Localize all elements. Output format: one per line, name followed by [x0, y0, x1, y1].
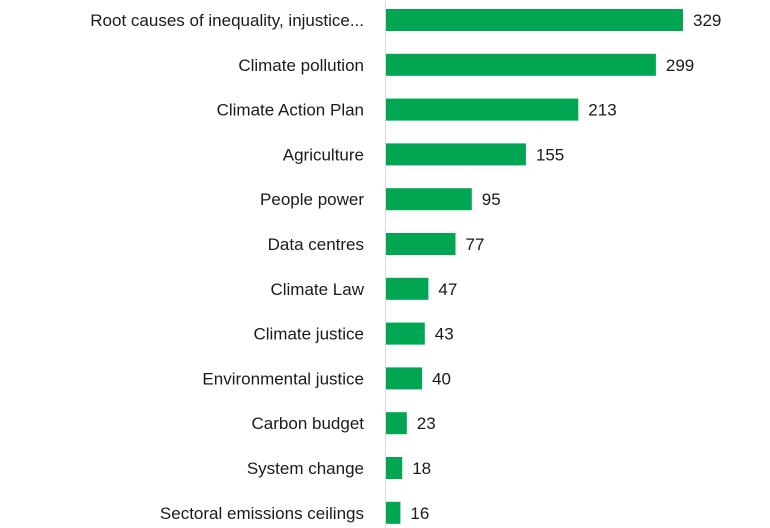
- category-labels-group: Root causes of inequality, injustice... C…: [90, 11, 364, 523]
- bar: [386, 367, 423, 390]
- category-label: Carbon budget: [252, 414, 365, 433]
- value-label: 213: [588, 101, 616, 120]
- bar: [386, 53, 656, 76]
- bar: [386, 412, 407, 435]
- category-label: Climate Law: [270, 280, 364, 299]
- category-label: Environmental justice: [202, 369, 364, 388]
- bar: [386, 98, 579, 121]
- category-label: Climate Action Plan: [217, 101, 364, 120]
- bar: [386, 233, 456, 255]
- value-label: 155: [536, 145, 564, 164]
- value-label: 40: [432, 369, 451, 388]
- bar: [386, 501, 401, 524]
- value-label: 23: [417, 414, 436, 433]
- bar: [386, 277, 429, 300]
- bar: [386, 457, 403, 479]
- category-label: Climate pollution: [238, 56, 364, 75]
- value-label: 47: [438, 280, 457, 299]
- value-label: 16: [410, 504, 429, 523]
- category-label: Agriculture: [283, 145, 364, 164]
- value-label: 299: [666, 56, 694, 75]
- category-label: Data centres: [268, 235, 364, 254]
- bar: [386, 143, 526, 166]
- value-label: 77: [466, 235, 485, 254]
- category-label: People power: [260, 190, 364, 209]
- category-label: Root causes of inequality, injustice...: [90, 11, 364, 30]
- value-label: 95: [482, 190, 501, 209]
- category-label: Sectoral emissions ceilings: [160, 504, 364, 523]
- bars-group: [386, 9, 683, 524]
- category-label: System change: [247, 459, 364, 478]
- value-label: 43: [435, 325, 454, 344]
- bar: [386, 188, 472, 211]
- bar: [386, 9, 683, 31]
- category-label: Climate justice: [253, 325, 364, 344]
- value-label: 18: [412, 459, 431, 478]
- bar: [386, 322, 425, 345]
- value-label: 329: [693, 11, 721, 30]
- value-labels-group: 329 299 213 155 95 77 47 43 40 23 18 16: [410, 11, 721, 523]
